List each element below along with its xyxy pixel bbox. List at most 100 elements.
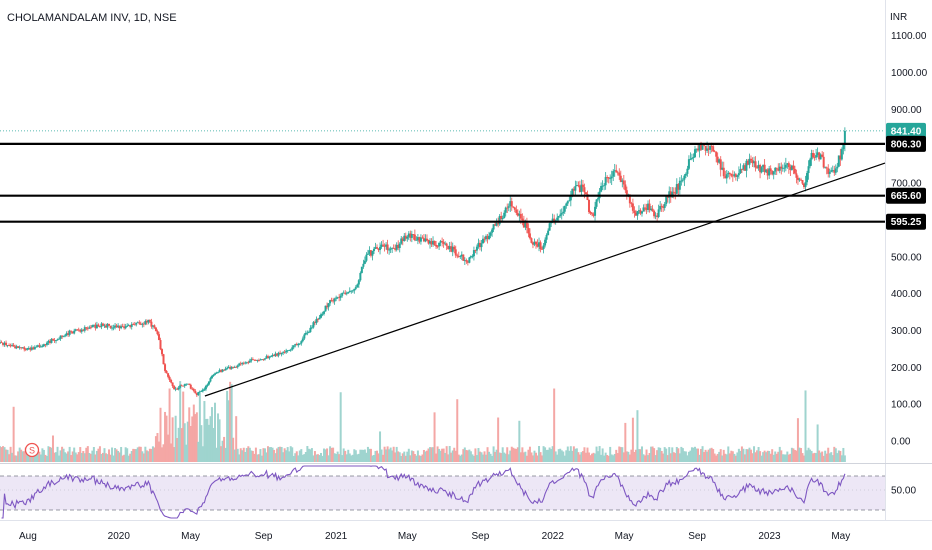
- volume-bar: [622, 452, 625, 462]
- volume-bar: [739, 450, 742, 462]
- candle-body: [286, 350, 289, 352]
- volume-bar: [536, 455, 539, 462]
- candle-body: [164, 364, 167, 371]
- volume-bar: [248, 447, 251, 462]
- volume-bar: [111, 447, 114, 462]
- volume-bar: [801, 453, 804, 462]
- candle-body: [784, 164, 787, 168]
- volume-bar: [640, 446, 643, 462]
- volume-bar: [188, 407, 191, 462]
- candle-body: [247, 362, 250, 364]
- candle-body: [807, 166, 810, 174]
- candle-body: [204, 385, 207, 390]
- candle-body: [229, 367, 232, 369]
- candle-body: [618, 172, 621, 176]
- volume-bar: [332, 447, 335, 462]
- volume-bar: [497, 417, 500, 462]
- volume-bar: [657, 447, 660, 462]
- candle-body: [718, 159, 721, 163]
- volume-bar: [141, 451, 144, 462]
- candle-body: [774, 167, 777, 172]
- candle-body: [666, 196, 669, 198]
- candle-body: [772, 171, 775, 175]
- candle-body: [607, 177, 610, 179]
- candle-body: [6, 345, 9, 346]
- time-axis[interactable]: Aug 2020 May Sep 2021 May Sep 2022 May Sep 2023 May: [19, 531, 850, 542]
- candle-body: [781, 167, 784, 169]
- candle-body: [324, 305, 327, 312]
- candle-body: [518, 213, 521, 216]
- volume-bar: [336, 451, 339, 462]
- volume-bar: [313, 451, 316, 462]
- candle-body: [335, 297, 338, 299]
- volume-bar: [253, 453, 256, 462]
- volume-bar: [257, 454, 260, 462]
- volume-bar: [647, 455, 650, 462]
- volume-bar: [631, 417, 634, 462]
- candle-body: [586, 194, 589, 200]
- candle-body: [488, 235, 491, 240]
- candle-body: [513, 207, 516, 210]
- volume-bar: [112, 455, 115, 462]
- volume-bar: [840, 455, 843, 462]
- volume-bar: [88, 453, 91, 462]
- candle-body: [419, 237, 422, 242]
- candle-body: [356, 284, 359, 288]
- candle-body: [740, 169, 743, 170]
- rsi-band: [0, 476, 885, 510]
- volume-bar: [813, 452, 816, 462]
- candle-body: [108, 323, 111, 326]
- candle-body: [454, 249, 457, 256]
- volume-bar: [524, 451, 527, 462]
- volume-bar: [161, 447, 164, 462]
- volume-bar: [148, 448, 151, 462]
- candle-body: [97, 324, 100, 327]
- candle-body: [701, 145, 704, 150]
- candle-body: [233, 367, 236, 368]
- volume-bar: [316, 454, 319, 462]
- candle-body: [439, 241, 442, 243]
- volume-bar: [170, 443, 173, 462]
- candle-body: [583, 187, 586, 193]
- volume-bar: [790, 447, 793, 462]
- candle-body: [368, 250, 371, 254]
- volume-bar: [586, 447, 589, 462]
- volume-bar: [2, 446, 5, 462]
- volume-bar: [118, 452, 121, 462]
- candle-body: [148, 319, 151, 322]
- split-marker-icon[interactable]: S: [24, 442, 40, 458]
- candle-body: [33, 347, 36, 350]
- candle-body: [306, 332, 309, 334]
- candle-body: [267, 356, 269, 359]
- volume-bar: [289, 446, 292, 462]
- volume-bar: [683, 451, 686, 462]
- time-tick-label: Sep: [472, 531, 490, 542]
- volume-bar: [712, 449, 715, 462]
- candle-body: [742, 165, 745, 170]
- volume-bar: [126, 448, 129, 462]
- candle-body: [244, 362, 247, 364]
- volume-bar: [391, 450, 394, 462]
- candle-body: [687, 159, 690, 169]
- volume-bar: [554, 451, 557, 462]
- volume-bar: [429, 447, 432, 462]
- levels-layer[interactable]: [0, 130, 886, 397]
- volume-bar: [165, 415, 168, 462]
- volume-bar: [727, 446, 730, 462]
- volume-bar: [427, 448, 430, 462]
- trend-line[interactable]: [204, 162, 886, 397]
- volume-bar: [210, 407, 213, 462]
- volume-bar: [559, 448, 562, 462]
- volume-bar: [238, 454, 241, 462]
- volume-bar: [265, 452, 268, 462]
- volume-bar: [834, 448, 837, 462]
- volume-bar: [498, 452, 501, 462]
- volume-bar: [728, 453, 731, 462]
- candle-body: [453, 246, 456, 250]
- candle-body: [444, 243, 447, 245]
- volume-bar: [609, 446, 612, 462]
- volume-bar: [695, 448, 698, 462]
- candle-body: [678, 180, 681, 190]
